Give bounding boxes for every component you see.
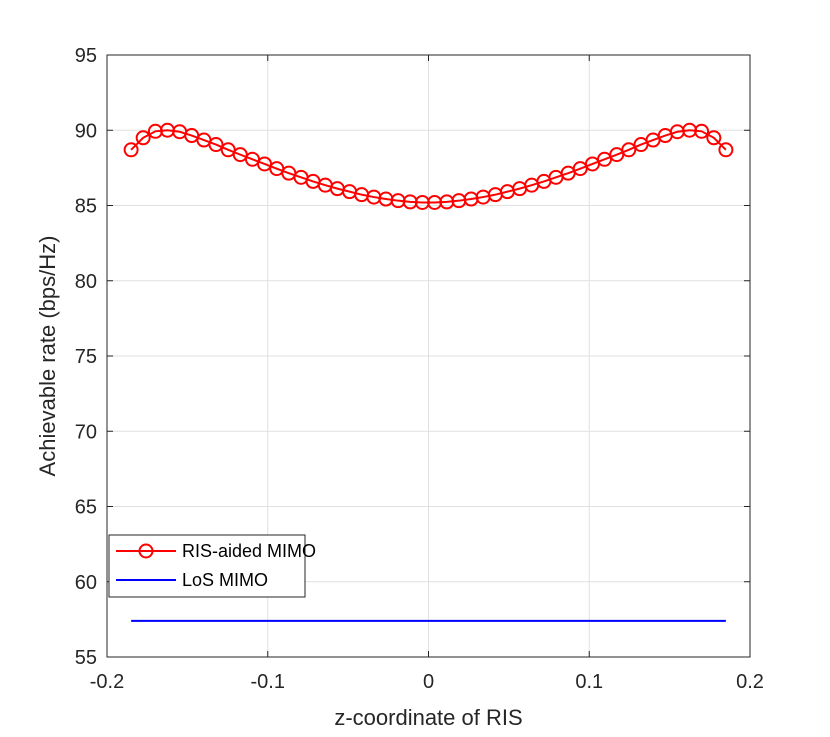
data-point xyxy=(706,130,722,146)
y-tick-label: 90 xyxy=(75,120,97,142)
data-point xyxy=(718,142,734,158)
x-tick-label: 0 xyxy=(423,671,434,693)
y-tick-label: 65 xyxy=(75,497,97,519)
tick-labels: -0.2 -0.1 0 0.1 0.2 55 60 65 70 75 80 85 90 95 xyxy=(75,45,764,693)
x-tick-label: 0.2 xyxy=(736,671,764,693)
x-tick-label: 0.1 xyxy=(575,671,603,693)
legend-label-los-mimo: LoS MIMO xyxy=(182,570,268,590)
x-tick-label: -0.2 xyxy=(90,671,124,693)
legend: RIS-aided MIMO LoS MIMO xyxy=(108,534,316,598)
y-tick-label: 60 xyxy=(75,572,97,594)
y-axis-label: Achievable rate (bps/Hz) xyxy=(35,236,60,477)
y-tick-label: 80 xyxy=(75,271,97,293)
y-tick-label: 55 xyxy=(75,647,97,669)
y-tick-label: 75 xyxy=(75,346,97,368)
data-point xyxy=(123,142,139,158)
data-point xyxy=(694,123,710,139)
x-axis-label: z-coordinate of RIS xyxy=(334,705,522,730)
y-tick-label: 85 xyxy=(75,196,97,218)
series-layer xyxy=(123,122,734,622)
data-point xyxy=(621,142,637,158)
ticks xyxy=(106,54,751,658)
legend-label-ris-aided-mimo: RIS-aided MIMO xyxy=(182,541,316,561)
series-ris-aided-mimo xyxy=(123,122,734,210)
y-tick-label: 95 xyxy=(75,45,97,67)
legend-marker-ris-aided-mimo xyxy=(138,543,154,559)
x-tick-label: -0.1 xyxy=(251,671,285,693)
y-tick-label: 70 xyxy=(75,421,97,443)
data-point xyxy=(208,137,224,153)
data-point xyxy=(135,130,151,146)
